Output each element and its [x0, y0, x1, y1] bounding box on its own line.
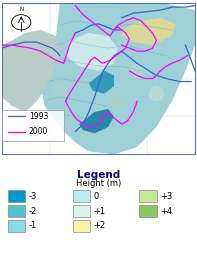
Text: 0: 0 — [93, 192, 98, 201]
Polygon shape — [2, 30, 60, 112]
Bar — [72, 205, 90, 217]
Text: +1: +1 — [93, 207, 105, 216]
Text: +4: +4 — [160, 207, 172, 216]
Text: N: N — [19, 7, 23, 12]
Text: 2000: 2000 — [29, 127, 48, 136]
Text: -1: -1 — [28, 221, 37, 230]
Bar — [139, 205, 157, 217]
Bar — [8, 205, 25, 217]
Text: 1993: 1993 — [29, 112, 48, 121]
Bar — [72, 190, 90, 202]
Text: Legend: Legend — [77, 170, 120, 180]
Polygon shape — [41, 3, 195, 154]
Ellipse shape — [52, 83, 68, 98]
Text: Height (m): Height (m) — [76, 179, 121, 188]
Polygon shape — [89, 71, 114, 94]
Circle shape — [12, 15, 31, 30]
Bar — [8, 190, 25, 202]
Bar — [139, 190, 157, 202]
Bar — [72, 220, 90, 232]
FancyBboxPatch shape — [2, 110, 64, 141]
Ellipse shape — [149, 86, 164, 101]
Ellipse shape — [108, 95, 127, 107]
Polygon shape — [79, 109, 114, 133]
Polygon shape — [122, 18, 176, 45]
Text: -2: -2 — [28, 207, 37, 216]
Text: +3: +3 — [160, 192, 172, 201]
Text: +2: +2 — [93, 221, 105, 230]
Polygon shape — [66, 33, 118, 71]
Bar — [8, 220, 25, 232]
Ellipse shape — [129, 63, 145, 79]
Text: -3: -3 — [28, 192, 37, 201]
